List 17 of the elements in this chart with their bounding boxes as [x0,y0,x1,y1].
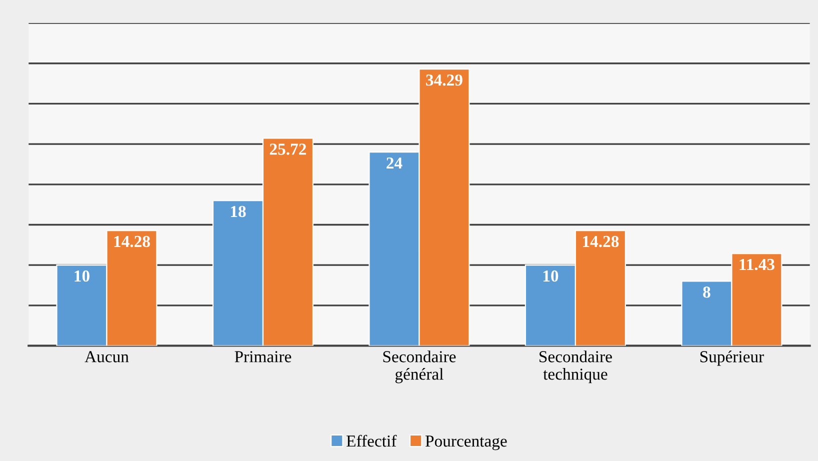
x-tick-label: Supérieur [700,350,764,366]
x-tick-label: Aucun [84,351,129,362]
legend-label: Effectif [346,434,397,447]
data-label: 10 [74,270,90,282]
data-label: 34.29 [426,74,462,86]
x-tick-label: Primaire [234,351,292,362]
data-label: 11.43 [740,258,774,270]
legend-label: Pourcentage [425,436,507,450]
data-label: 18 [230,206,246,218]
data-label: 10 [543,270,558,282]
data-label: 25.72 [270,144,306,155]
data-label: 14.28 [583,236,619,248]
data-label: 24 [386,158,402,169]
data-label: 14.28 [114,236,150,248]
data-label: 8 [703,286,710,298]
x-tick-label: Secondaire technique [540,350,612,384]
x-tick-label: Secondaire général [383,350,456,384]
